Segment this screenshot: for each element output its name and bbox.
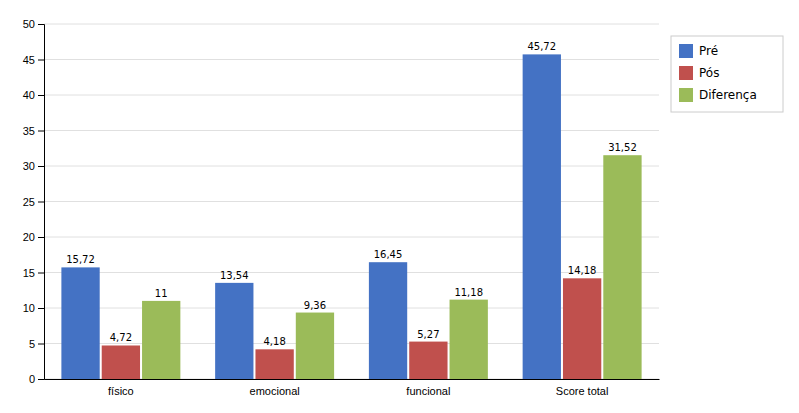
data-label: 4,72	[110, 332, 132, 343]
y-axis-line	[38, 25, 45, 380]
bar	[102, 345, 140, 379]
y-tick: 20	[23, 231, 44, 243]
data-label: 4,18	[263, 336, 285, 347]
bar	[296, 313, 334, 379]
y-tick-label: 30	[23, 160, 35, 172]
y-tick: 25	[23, 196, 44, 208]
x-tick-label: funcional	[406, 385, 450, 397]
grid-line	[44, 201, 659, 202]
data-label: 14,18	[568, 265, 597, 276]
x-tick-label: emocional	[250, 385, 300, 397]
legend-item: Pós	[679, 66, 719, 80]
grid-line	[44, 24, 659, 25]
y-tick-mark	[38, 24, 44, 25]
data-label: 11	[155, 288, 168, 299]
y-tick: 15	[23, 267, 44, 279]
y-tick: 40	[23, 89, 44, 101]
grid	[44, 24, 659, 379]
y-tick-mark	[38, 344, 44, 345]
bar	[409, 342, 447, 379]
y-tick-label: 10	[23, 302, 35, 314]
y-tick-label: 20	[23, 231, 35, 243]
series	[142, 155, 642, 379]
y-tick-mark	[38, 273, 44, 274]
data-label: 16,45	[374, 249, 403, 260]
bar	[523, 54, 561, 379]
x-tick: Score total	[556, 379, 609, 397]
bar	[563, 278, 601, 379]
data-label: 45,72	[527, 41, 556, 52]
bar	[61, 267, 99, 379]
y-tick-mark	[38, 166, 44, 167]
bar	[369, 262, 407, 379]
series	[61, 54, 561, 379]
legend-item: Pré	[679, 44, 718, 58]
y-tick-mark	[38, 95, 44, 96]
y-tick: 45	[23, 54, 44, 66]
data-label: 9,36	[304, 300, 326, 311]
x-tick-label: físico	[108, 385, 134, 397]
legend-label: Pré	[699, 44, 718, 58]
y-tick-mark	[38, 60, 44, 61]
y-tick: 30	[23, 160, 44, 172]
x-tick: físico	[108, 379, 134, 397]
grid-line	[44, 272, 659, 273]
y-tick-label: 15	[23, 267, 35, 279]
data-label: 13,54	[220, 270, 249, 281]
data-label: 11,18	[454, 287, 483, 298]
x-axis: físico emocional funcional Score total	[45, 379, 660, 397]
bar	[450, 300, 488, 379]
grid-line	[44, 130, 659, 131]
x-tick: funcional	[406, 379, 450, 397]
y-tick-label: 0	[29, 373, 35, 385]
y-tick: 10	[23, 302, 44, 314]
data-label: 15,72	[66, 254, 95, 265]
plot: 0 5 10 15 20 25 30 35 40 45 50 físico emocional funci…	[23, 18, 660, 397]
y-tick-mark	[38, 131, 44, 132]
data-labels: 15,72 13,54 16,45 45,72 4,72 4,18 5,27 14,18 11 9…	[66, 41, 637, 347]
bars	[61, 54, 641, 379]
y-tick: 50	[23, 18, 44, 30]
grid-line	[44, 95, 659, 96]
grid-line	[44, 59, 659, 60]
y-tick-mark	[38, 308, 44, 309]
legend-label: Diferença	[699, 88, 757, 102]
bar	[142, 301, 180, 379]
x-axis-line	[45, 379, 660, 380]
series	[102, 278, 602, 379]
data-label: 5,27	[417, 329, 439, 340]
x-tick: emocional	[250, 379, 300, 397]
y-tick-label: 45	[23, 54, 35, 66]
bar	[255, 349, 293, 379]
y-tick-mark	[38, 379, 44, 380]
grid-line	[44, 237, 659, 238]
y-tick: 0	[29, 373, 44, 385]
legend: Pré Pós Diferença	[671, 36, 783, 112]
legend-swatch	[679, 44, 693, 58]
y-axis: 0 5 10 15 20 25 30 35 40 45 50	[23, 18, 45, 385]
data-label: 31,52	[608, 142, 637, 153]
bar	[603, 155, 641, 379]
x-tick-label: Score total	[556, 385, 609, 397]
legend-swatch	[679, 66, 693, 80]
chart: 0 5 10 15 20 25 30 35 40 45 50 físico emocional funci…	[0, 0, 799, 413]
y-tick-label: 25	[23, 196, 35, 208]
y-tick-label: 35	[23, 125, 35, 137]
bar	[215, 283, 253, 379]
legend-swatch	[679, 88, 693, 102]
y-tick-label: 5	[29, 338, 35, 350]
y-tick-label: 50	[23, 18, 35, 30]
legend-frame	[671, 36, 783, 112]
legend-item: Diferença	[679, 88, 757, 102]
y-tick: 35	[23, 125, 44, 137]
y-tick-mark	[38, 237, 44, 238]
grid-line	[44, 166, 659, 167]
y-tick-label: 40	[23, 89, 35, 101]
y-tick: 5	[29, 338, 44, 350]
legend-label: Pós	[699, 66, 719, 80]
y-tick-mark	[38, 202, 44, 203]
